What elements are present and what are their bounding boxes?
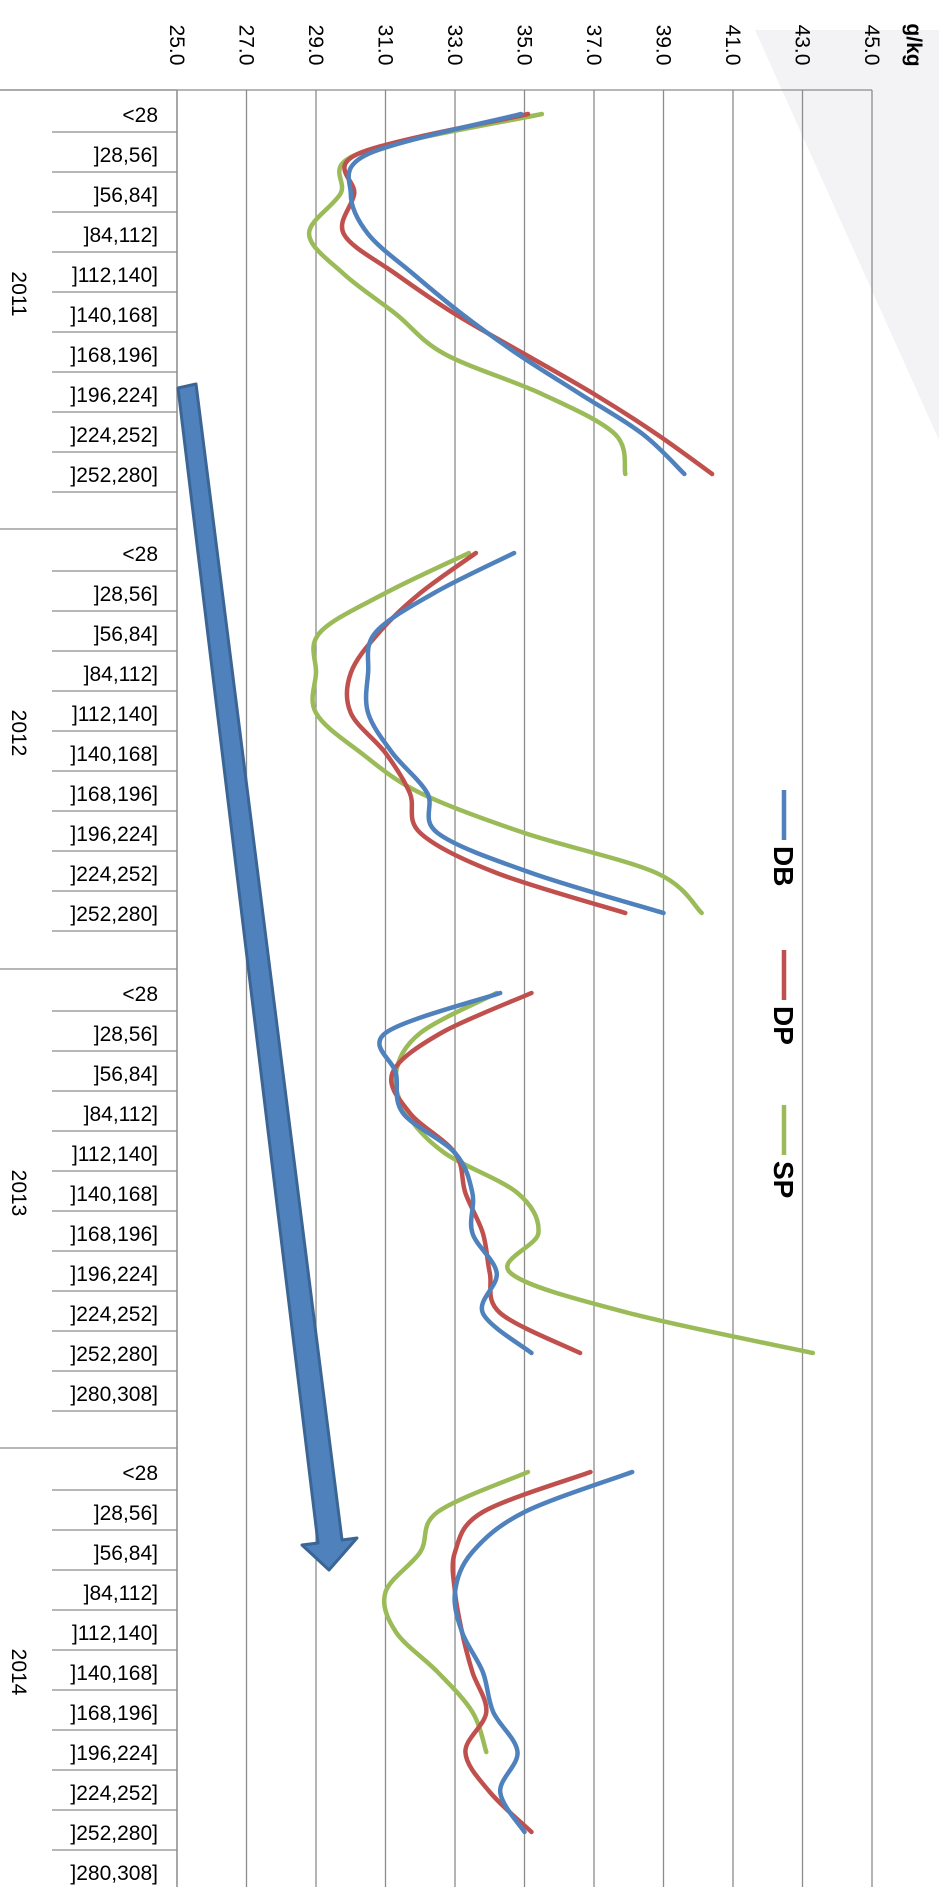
trend-arrow <box>176 382 359 1572</box>
tick-label: 43.0 <box>791 25 814 66</box>
category-label: ]252,280] <box>70 903 158 926</box>
series-line-sp-2012 <box>310 550 704 916</box>
category-label: ]280,308] <box>70 1862 158 1885</box>
year-label: 2011 <box>7 271 30 316</box>
category-label: ]196,224] <box>70 1742 158 1765</box>
category-label: ]224,252] <box>70 1303 158 1326</box>
category-label: ]168,196] <box>70 1223 158 1246</box>
tick-label: 39.0 <box>652 25 675 66</box>
year-label: 2014 <box>7 1649 30 1696</box>
category-label: ]196,224] <box>70 1263 158 1286</box>
tick-label: 25.0 <box>165 25 188 66</box>
category-label: ]224,252] <box>70 424 158 447</box>
category-label: ]252,280] <box>70 1343 158 1366</box>
category-label: ]28,56] <box>94 1023 158 1046</box>
series-line-sp-2014 <box>381 1469 531 1755</box>
category-label: ]224,252] <box>70 863 158 886</box>
legend-label-sp: SP <box>768 1161 799 1198</box>
category-label: ]252,280] <box>70 464 158 487</box>
category-label: ]140,168] <box>70 304 158 327</box>
category-label: ]84,112] <box>84 1582 158 1605</box>
legend-label-db: DB <box>768 846 799 886</box>
category-label: ]112,140] <box>72 1622 158 1645</box>
category-label: ]252,280] <box>70 1822 158 1845</box>
value-axis-ticks: 25.0 27.0 29.0 31.0 33.0 35.0 37.0 39.0 41.0 43.0… <box>165 23 925 66</box>
tick-label: 35.0 <box>513 25 536 66</box>
unit-label: g/kg <box>902 23 925 66</box>
trend-arrow-layer <box>176 382 359 1572</box>
category-label: ]84,112] <box>84 1103 158 1126</box>
category-label: ]56,84] <box>94 623 158 646</box>
tick-label: 45.0 <box>860 25 883 66</box>
category-label: ]140,168] <box>70 1662 158 1685</box>
series-line-dp-2014 <box>450 1469 593 1835</box>
tick-label: 27.0 <box>235 25 258 66</box>
category-label: ]140,168] <box>70 1183 158 1206</box>
category-label: ]140,168] <box>70 743 158 766</box>
series-line-sp-2011 <box>306 111 628 477</box>
tick-label: 29.0 <box>304 25 327 66</box>
year-label: 2012 <box>7 710 30 757</box>
category-label: ]196,224] <box>70 384 158 407</box>
series-line-db-2012 <box>363 550 666 916</box>
category-label: ]56,84] <box>94 184 158 207</box>
category-label: ]28,56] <box>94 144 158 167</box>
series-line-dp-2013 <box>388 990 583 1356</box>
tick-label: 37.0 <box>582 25 605 66</box>
tick-label: 31.0 <box>374 25 397 66</box>
series-line-dp-2012 <box>344 550 628 916</box>
series-line-db-2013 <box>377 990 534 1356</box>
category-label: ]112,140] <box>72 264 158 287</box>
category-label: <28 <box>122 543 158 566</box>
series-line-db-2014 <box>452 1469 635 1835</box>
category-label: ]168,196] <box>70 783 158 806</box>
series-line-dp-2011 <box>339 111 715 477</box>
legend-label-dp: DP <box>768 1006 799 1045</box>
category-label: ]112,140] <box>72 1143 158 1166</box>
category-label: <28 <box>122 983 158 1006</box>
category-label: ]196,224] <box>70 823 158 846</box>
tick-label: 41.0 <box>721 25 744 66</box>
series-line-sp-2013 <box>393 990 816 1356</box>
category-label: <28 <box>122 1462 158 1485</box>
category-axis: <28 ]28,56] ]56,84] ]84,112] ]112,140] ]140,1… <box>0 89 178 1887</box>
category-label: ]224,252] <box>70 1782 158 1805</box>
series-line-db-2011 <box>346 111 687 477</box>
category-label: ]84,112] <box>84 663 158 686</box>
category-label: ]280,308] <box>70 1383 158 1406</box>
category-label: ]56,84] <box>94 1542 158 1565</box>
category-label: ]56,84] <box>94 1063 158 1086</box>
category-label: ]84,112] <box>84 224 158 247</box>
year-label: 2013 <box>7 1170 30 1217</box>
category-label: ]168,196] <box>70 344 158 367</box>
legend: DB DP SP <box>768 790 799 1198</box>
tick-label: 33.0 <box>443 25 466 66</box>
category-label: ]112,140] <box>72 703 158 726</box>
series-layer <box>306 111 816 1835</box>
category-label: ]28,56] <box>94 583 158 606</box>
category-label: <28 <box>122 104 158 127</box>
background-wedge <box>755 30 939 440</box>
category-label: ]28,56] <box>94 1502 158 1525</box>
category-label: ]168,196] <box>70 1702 158 1725</box>
